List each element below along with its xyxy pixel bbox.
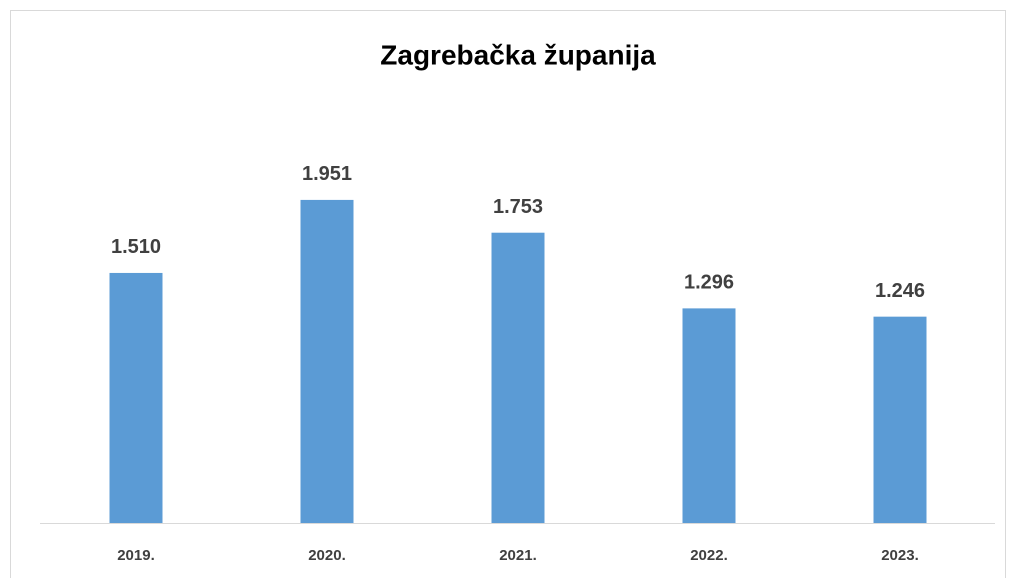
bar <box>300 199 354 523</box>
x-tick-label: 2020. <box>308 547 346 564</box>
value-label: 1.753 <box>493 196 543 218</box>
x-tick-label: 2019. <box>117 547 155 564</box>
x-tick-label: 2022. <box>690 547 728 564</box>
value-label: 1.296 <box>684 272 734 294</box>
value-label: 1.951 <box>302 163 352 185</box>
chart-title: Zagrebačka županija <box>380 39 656 70</box>
value-label: 1.510 <box>111 236 161 258</box>
bar <box>682 308 736 523</box>
bar <box>873 316 927 523</box>
x-tick-label: 2021. <box>499 547 537 564</box>
value-label: 1.246 <box>875 280 925 302</box>
x-tick-label: 2023. <box>881 547 919 564</box>
bar <box>109 272 163 523</box>
bar <box>491 232 545 524</box>
